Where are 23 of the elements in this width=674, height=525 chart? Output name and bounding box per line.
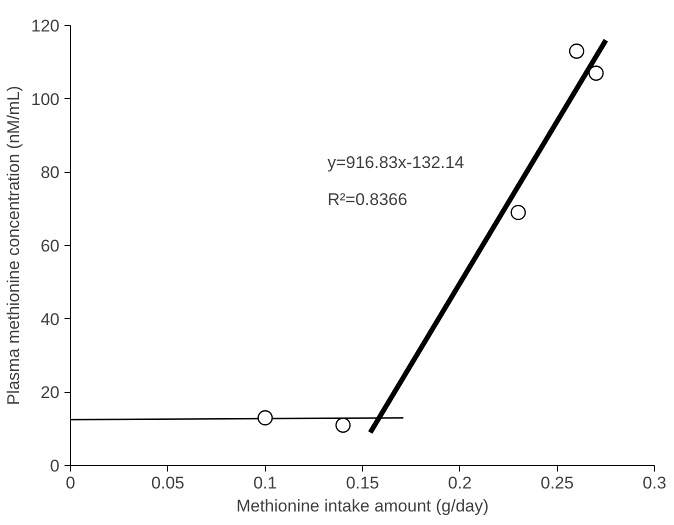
y-tick-label: 120 <box>31 16 60 36</box>
point <box>568 44 584 59</box>
x-tick-label: 0.1 <box>253 474 277 492</box>
point <box>510 204 526 220</box>
point <box>335 418 351 433</box>
x-tick-label: 0.15 <box>346 474 380 492</box>
annotation: y=916.83x-132.14 <box>327 153 464 172</box>
y-tick-label: 20 <box>40 383 60 402</box>
x-tick-label: 0.05 <box>151 474 184 492</box>
annotation: R²=0.8366 <box>327 190 408 209</box>
y-tick-label: 40 <box>40 310 60 329</box>
y-tick-label: 100 <box>31 90 60 109</box>
x-tick-label: 0.3 <box>642 474 666 492</box>
x-tick-label: 0.25 <box>540 474 574 492</box>
y-tick-label: 60 <box>40 236 60 256</box>
y-axis-title: Plasma methionine concentration (nM/mL) <box>4 86 24 406</box>
y-tick-label: 0 <box>50 456 60 476</box>
point <box>258 410 273 426</box>
x-tick-label: 0.2 <box>448 474 472 492</box>
y-tick-label: 80 <box>40 163 60 182</box>
x-axis-title: Methionine intake amount (g/day) <box>236 496 489 516</box>
x-tick-label: 0 <box>66 474 76 492</box>
point <box>588 66 604 81</box>
